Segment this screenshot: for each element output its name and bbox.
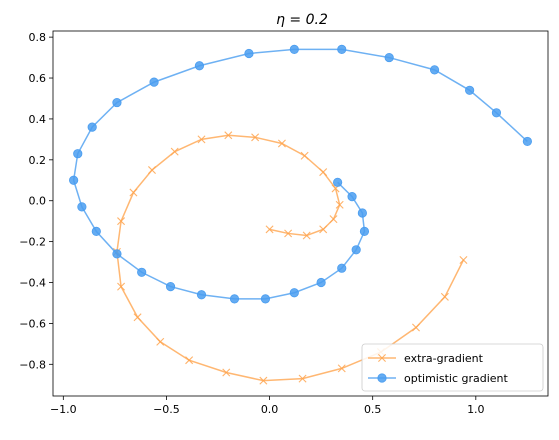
optimistic-gradient-point (522, 136, 532, 147)
extra-gradient-point (148, 166, 156, 175)
series-layer (69, 44, 532, 385)
optimistic-gradient-point (289, 288, 299, 298)
x-tick-label: 0.5 (364, 403, 382, 416)
y-tick-label: −0.6 (19, 317, 46, 330)
legend-item-optimistic-gradient: optimistic gradient (368, 372, 509, 385)
optimistic-gradient-point (429, 65, 440, 75)
extra-gradient-point (302, 231, 311, 240)
optimistic-gradient-point (69, 175, 79, 185)
extra-gradient-point (133, 313, 142, 322)
extra-gradient-point (459, 256, 468, 265)
extra-gradient-line (116, 134, 465, 382)
optimistic-gradient-point (351, 245, 361, 255)
extra-gradient-point (222, 368, 231, 377)
extra-gradient-point (224, 131, 233, 140)
optimistic-gradient-point (347, 192, 357, 202)
y-axis: −0.8 −0.6 −0.4 −0.2 0.0 0.2 0.4 0.6 0.8 (19, 31, 53, 371)
optimistic-gradient-point (337, 44, 347, 55)
legend: extra-gradient optimistic gradient (361, 343, 544, 392)
optimistic-gradient-point (289, 44, 299, 55)
legend-item-extra-gradient: extra-gradient (368, 352, 484, 365)
optimistic-gradient-point (229, 294, 240, 304)
y-tick-label: −0.2 (19, 236, 46, 249)
y-tick-label: 0.0 (29, 195, 47, 208)
extra-gradient-point (440, 292, 449, 301)
extra-gradient-point (335, 200, 344, 209)
extra-gradient-point (265, 225, 274, 234)
optimistic-gradient-point (77, 202, 87, 212)
y-tick-label: 0.4 (29, 113, 47, 126)
extra-gradient-point (300, 151, 309, 160)
extra-gradient-point (117, 217, 126, 226)
optimistic-gradient-point (316, 277, 326, 288)
legend-label-extra-gradient: extra-gradient (404, 352, 484, 365)
optimistic-gradient-point (149, 77, 159, 87)
extra-gradient-point (298, 374, 307, 383)
optimistic-gradient-point (112, 97, 122, 108)
optimistic-gradient-point (491, 108, 502, 118)
plot-area (52, 30, 549, 397)
x-tick-label: −0.5 (153, 403, 180, 416)
optimistic-gradient-point (337, 263, 347, 273)
legend-marker-extra-gradient (378, 354, 386, 362)
x-tick-label: 0.0 (261, 403, 279, 416)
y-tick-label: 0.6 (29, 72, 47, 85)
optimistic-gradient-point (91, 226, 101, 236)
legend-marker-optimistic-gradient (377, 373, 387, 383)
extra-gradient-point (329, 215, 338, 224)
x-tick-label: −1.0 (50, 403, 77, 416)
optimistic-gradient-point (87, 122, 97, 132)
optimistic-gradient-point (333, 177, 343, 187)
extra-gradient-point (170, 147, 179, 156)
y-tick-label: −0.4 (19, 277, 46, 290)
y-tick-label: −0.8 (19, 358, 46, 371)
y-tick-label: 0.2 (29, 154, 47, 167)
optimistic-gradient-point (196, 290, 207, 300)
extra-gradient-point (156, 337, 165, 346)
optimistic-gradient-point (194, 61, 205, 71)
optimistic-gradient-point (359, 226, 370, 236)
extra-gradient-point (319, 225, 328, 234)
extra-gradient-point (185, 356, 194, 365)
optimistic-gradient-point (465, 85, 475, 95)
optimistic-gradient-point (137, 267, 147, 277)
y-tick-label: 0.8 (29, 31, 47, 44)
extra-gradient-point (117, 282, 126, 291)
extra-gradient-point (337, 364, 346, 373)
optimistic-gradient-point (112, 249, 122, 259)
extra-gradient-point (129, 188, 138, 197)
x-axis: −1.0 −0.5 0.0 0.5 1.0 (50, 396, 485, 416)
optimistic-gradient-point (260, 294, 271, 304)
optimistic-gradient-point (384, 52, 394, 63)
optimistic-gradient-point (244, 48, 254, 59)
optimistic-gradient-point (165, 282, 176, 292)
optimistic-gradient-series (69, 44, 532, 304)
chart-title: η = 0.2 (276, 12, 328, 28)
extra-gradient-point (259, 376, 268, 385)
optimistic-gradient-point (73, 149, 83, 159)
extra-gradient-point (277, 139, 286, 148)
extra-gradient-point (197, 135, 206, 144)
extra-gradient-point (284, 229, 293, 238)
extra-gradient-point (251, 133, 260, 142)
legend-label-optimistic-gradient: optimistic gradient (404, 372, 509, 385)
extra-gradient-point (319, 168, 328, 177)
x-tick-label: 1.0 (467, 403, 485, 416)
optimistic-gradient-point (357, 208, 367, 218)
extra-gradient-point (412, 323, 420, 332)
legend-box (361, 343, 544, 392)
